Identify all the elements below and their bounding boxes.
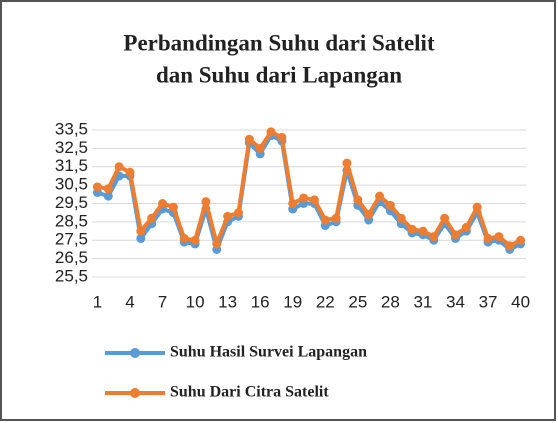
data-point: [244, 134, 254, 144]
y-tick-label: 27,5: [55, 230, 88, 249]
data-point: [450, 230, 460, 240]
x-tick-label: 28: [381, 292, 400, 311]
legend-label: Suhu Hasil Survei Lapangan: [170, 344, 367, 361]
data-point: [179, 233, 189, 243]
data-point: [309, 195, 319, 205]
data-point: [472, 202, 482, 212]
data-point: [114, 162, 124, 172]
data-point: [353, 195, 363, 205]
chart-title: Perbandingan Suhu dari Satelit: [123, 30, 435, 55]
x-tick-label: 19: [283, 292, 302, 311]
data-point: [494, 232, 504, 242]
data-point: [320, 215, 330, 225]
data-point: [342, 158, 352, 168]
y-tick-label: 29,5: [55, 193, 88, 212]
data-point: [103, 191, 113, 201]
series-line: [97, 129, 522, 248]
data-point: [103, 184, 113, 194]
data-point: [288, 199, 298, 208]
data-point: [418, 226, 428, 236]
data-point: [385, 200, 395, 210]
data-point: [299, 193, 309, 203]
y-tick-label: 26,5: [55, 248, 88, 267]
data-point: [440, 213, 450, 223]
data-point: [212, 239, 222, 249]
data-point: [331, 213, 341, 223]
data-point: [223, 211, 233, 221]
x-tick-label: 31: [413, 292, 432, 311]
x-tick-label: 7: [158, 292, 167, 311]
data-point: [375, 191, 385, 201]
x-tick-label: 4: [125, 292, 134, 311]
x-tick-label: 13: [218, 292, 237, 311]
data-point: [136, 233, 146, 243]
data-point: [461, 222, 471, 232]
y-tick-label: 33,5: [55, 119, 88, 138]
y-tick-label: 28,5: [55, 211, 88, 230]
x-tick-label: 1: [93, 292, 102, 311]
x-tick-label: 22: [316, 292, 335, 311]
y-tick-label: 32,5: [55, 138, 88, 157]
y-tick-label: 31,5: [55, 156, 88, 175]
legend-label: Suhu Dari Citra Satelit: [170, 384, 329, 401]
data-point: [125, 167, 135, 177]
chart-title: dan Suhu dari Lapangan: [156, 62, 402, 87]
data-point: [266, 127, 276, 137]
data-point: [364, 210, 374, 220]
data-point: [136, 226, 146, 236]
data-point: [277, 132, 287, 142]
x-tick-label: 10: [186, 292, 205, 311]
data-point: [147, 213, 157, 223]
x-tick-label: 40: [511, 292, 530, 311]
data-point: [429, 232, 439, 242]
data-point: [516, 235, 526, 245]
data-point: [92, 182, 102, 192]
data-point: [201, 197, 211, 207]
data-point: [483, 233, 493, 243]
data-point: [233, 208, 243, 218]
data-point: [407, 224, 417, 234]
x-tick-label: 37: [479, 292, 498, 311]
data-point: [190, 235, 200, 245]
series-line: [96, 133, 522, 252]
y-tick-label: 25,5: [55, 266, 88, 285]
x-tick-label: 34: [446, 292, 465, 311]
legend-swatch-marker: [130, 388, 140, 398]
y-tick-label: 30,5: [55, 175, 88, 194]
data-point: [255, 143, 265, 153]
legend-swatch-marker: [130, 348, 140, 358]
data-point: [158, 199, 168, 208]
data-point: [396, 213, 406, 223]
data-point: [505, 241, 515, 251]
x-tick-label: 25: [348, 292, 367, 311]
data-point: [168, 202, 178, 212]
x-tick-label: 16: [251, 292, 270, 311]
